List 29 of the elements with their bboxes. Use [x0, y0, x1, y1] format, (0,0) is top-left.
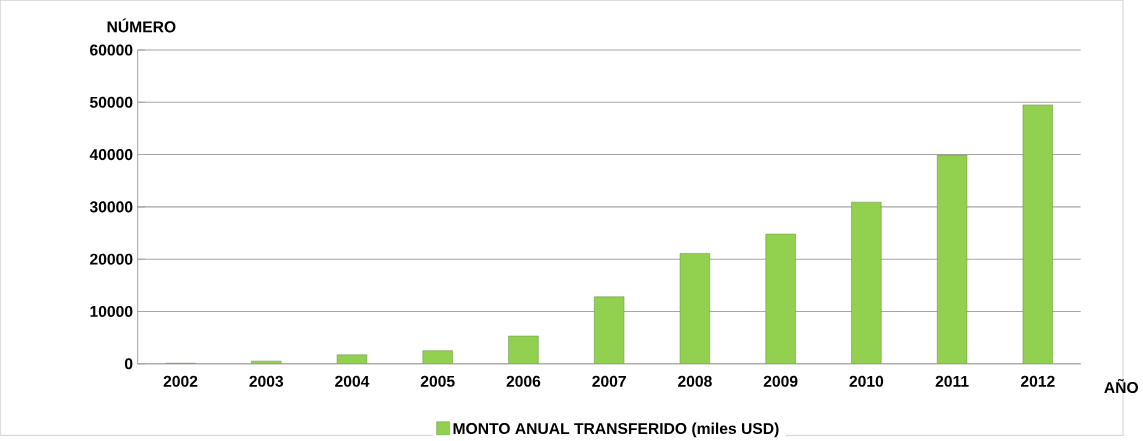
y-tick-label: 0: [124, 358, 133, 370]
x-tick-label: 2012: [1020, 375, 1055, 387]
x-tick-label: 2010: [849, 375, 884, 387]
bar: [851, 201, 882, 364]
legend-label: MONTO ANUAL TRANSFERIDO (miles USD): [453, 422, 779, 438]
x-tick-label: 2003: [249, 375, 284, 387]
x-tick-label: 2005: [420, 375, 455, 387]
x-tick-label: 2009: [763, 375, 798, 387]
y-axis-title: NÚMERO: [107, 18, 176, 33]
bar: [936, 154, 968, 364]
bar: [422, 350, 453, 364]
y-tick-label: 20000: [90, 253, 133, 265]
bar: [679, 253, 710, 364]
bar: [594, 296, 625, 364]
y-tick-label: 40000: [89, 149, 133, 161]
x-tick-label: 2006: [506, 375, 541, 387]
y-tick-label: 50000: [89, 96, 133, 108]
x-axis-title: AÑO: [1104, 378, 1138, 394]
x-tick-label: 2011: [935, 375, 969, 387]
x-tick-label: 2007: [592, 375, 626, 387]
x-tick-label: 2008: [678, 375, 712, 387]
y-tick-label: 10000: [90, 305, 133, 317]
x-tick-label: 2004: [335, 375, 370, 387]
bar: [765, 233, 796, 364]
y-tick-label: 60000: [90, 44, 133, 56]
x-tick-label: 2002: [163, 375, 198, 387]
y-tick-label: 30000: [89, 201, 133, 213]
bar: [1022, 104, 1053, 364]
bar: [508, 335, 539, 364]
